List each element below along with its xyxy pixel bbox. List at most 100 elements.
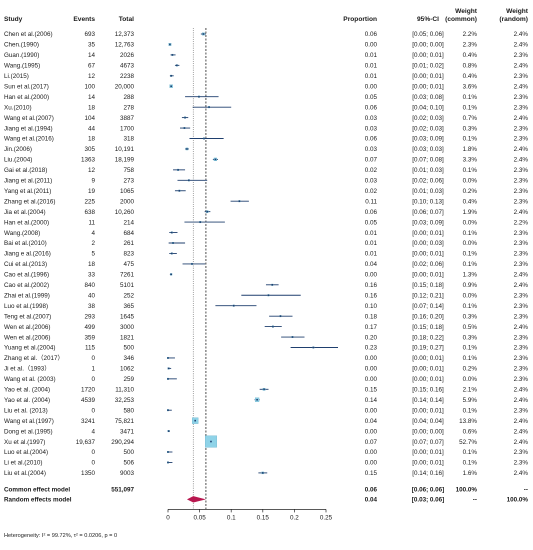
study-ci: [0.00; 0.01] bbox=[412, 73, 444, 80]
random-effects-diamond bbox=[186, 496, 206, 503]
study-ci: [0.14; 0.16] bbox=[412, 470, 444, 477]
study-proportion: 0.16 bbox=[365, 282, 378, 289]
study-name: Zhai et al.(1999) bbox=[4, 292, 50, 299]
study-weight-random: 2.3% bbox=[514, 178, 529, 185]
study-total: 18,199 bbox=[115, 157, 135, 164]
point-estimate bbox=[214, 158, 217, 161]
study-weight-common: 0.4% bbox=[463, 73, 478, 80]
study-name: Ji et al.（1993） bbox=[4, 366, 51, 373]
study-weight-common: 0.1% bbox=[463, 345, 478, 352]
study-total: 1700 bbox=[120, 125, 135, 132]
study-proportion: 0.04 bbox=[365, 261, 378, 268]
study-weight-random: 2.3% bbox=[514, 251, 529, 258]
study-weight-common: 0.0% bbox=[463, 292, 478, 299]
study-weight-common: 3.6% bbox=[463, 83, 478, 90]
study-row: Li et al.(2010) 0 506 0.00 [0.00; 0.01] 0.1% 2… bbox=[4, 460, 528, 467]
study-total: 5101 bbox=[120, 282, 135, 289]
study-row: Jiang et al.(1994) 44 1700 0.03 [0.02; 0.03]… bbox=[4, 125, 528, 132]
study-weight-random: 2.3% bbox=[514, 407, 529, 414]
study-events: 14 bbox=[88, 94, 96, 101]
point-estimate bbox=[176, 64, 178, 67]
study-row: Bai et al.(2010) 2 261 0.01 [0.00; 0.03] 0.0%… bbox=[4, 240, 528, 247]
study-total: 288 bbox=[123, 94, 134, 101]
study-weight-random: 2.3% bbox=[514, 198, 529, 205]
study-name: Chen.(1990) bbox=[4, 42, 39, 49]
study-weight-random: 2.4% bbox=[514, 387, 529, 394]
study-total: 4673 bbox=[120, 63, 135, 70]
study-total: 10,191 bbox=[115, 146, 135, 153]
study-name: Jiang et al.(1994) bbox=[4, 125, 53, 132]
study-name: Xu et al.(1997) bbox=[4, 439, 45, 446]
study-total: 10,260 bbox=[115, 209, 135, 216]
study-proportion: 0.03 bbox=[365, 125, 378, 132]
header-study: Study bbox=[4, 16, 23, 23]
point-estimate bbox=[177, 169, 179, 171]
pooled-weight-random: -- bbox=[524, 487, 528, 494]
study-ci: [0.16; 0.20] bbox=[412, 313, 444, 320]
study-weight-common: 13.8% bbox=[459, 418, 477, 425]
study-events: 38 bbox=[88, 303, 96, 310]
study-weight-random: 2.4% bbox=[514, 63, 529, 70]
point-estimate bbox=[206, 210, 208, 213]
study-weight-random: 2.4% bbox=[514, 397, 529, 404]
study-total: 2000 bbox=[120, 198, 135, 205]
study-total: 1821 bbox=[120, 334, 135, 341]
study-ci: [0.00; 0.01] bbox=[412, 407, 444, 414]
study-row: Wang et al.(2007) 104 3887 0.03 [0.02; 0.03]… bbox=[4, 115, 528, 122]
study-events: 840 bbox=[84, 282, 95, 289]
study-ci: [0.03; 0.09] bbox=[412, 136, 444, 143]
study-name: Wang.(1995) bbox=[4, 63, 40, 70]
study-events: 3241 bbox=[81, 418, 96, 425]
header-total: Total bbox=[119, 16, 134, 23]
study-proportion: 0.00 bbox=[365, 460, 378, 467]
study-events: 0 bbox=[91, 355, 95, 362]
study-weight-random: 2.4% bbox=[514, 428, 529, 435]
study-total: 500 bbox=[123, 449, 134, 456]
study-ci: [0.15; 0.18] bbox=[412, 324, 444, 331]
study-weight-common: 1.9% bbox=[463, 209, 478, 216]
study-name: Jia et al.(2004) bbox=[4, 209, 46, 216]
study-weight-random: 2.3% bbox=[514, 94, 529, 101]
study-name: Sun et al.(2017) bbox=[4, 83, 49, 90]
study-weight-random: 2.3% bbox=[514, 230, 529, 237]
study-ci: [0.02; 0.03] bbox=[412, 115, 444, 122]
study-name: Wen et al.(2006) bbox=[4, 324, 50, 331]
study-total: 32,253 bbox=[115, 397, 135, 404]
study-total: 758 bbox=[123, 167, 134, 174]
study-proportion: 0.03 bbox=[365, 115, 378, 122]
study-proportion: 0.00 bbox=[365, 376, 378, 383]
study-name: Luo et al.(2004) bbox=[4, 449, 48, 456]
study-ci: [0.00; 0.01] bbox=[412, 355, 444, 362]
study-total: 3000 bbox=[120, 324, 135, 331]
study-weight-common: 5.9% bbox=[463, 397, 478, 404]
study-total: 3887 bbox=[120, 115, 135, 122]
study-proportion: 0.02 bbox=[365, 188, 378, 195]
study-proportion: 0.18 bbox=[365, 313, 378, 320]
study-name: Wang et al.(2007) bbox=[4, 115, 54, 122]
study-name: Han et al.(2000) bbox=[4, 219, 49, 226]
study-events: 1350 bbox=[81, 470, 96, 477]
pooled-total: 551,097 bbox=[111, 487, 134, 494]
study-row: Ji et al.（1993） 1 1062 0.00 [0.00; 0.01] 0.2%… bbox=[4, 366, 528, 373]
study-ci: [0.15; 0.18] bbox=[412, 282, 444, 289]
study-proportion: 0.00 bbox=[365, 407, 378, 414]
study-ci: [0.00; 0.01] bbox=[412, 52, 444, 59]
study-events: 40 bbox=[88, 292, 96, 299]
study-proportion: 0.00 bbox=[365, 449, 378, 456]
study-name: Bai et al.(2010) bbox=[4, 240, 47, 247]
study-events: 0 bbox=[91, 449, 95, 456]
study-weight-random: 2.4% bbox=[514, 272, 529, 279]
study-row: Yuang et al.(2004) 115 500 0.23 [0.19; 0.27]… bbox=[4, 345, 528, 352]
study-weight-common: 0.2% bbox=[463, 188, 478, 195]
study-ci: [0.18; 0.22] bbox=[412, 334, 444, 341]
study-row: Cao et al.(1996) 33 7261 0.00 [0.00; 0.01] 1.… bbox=[4, 272, 528, 279]
study-total: 20,000 bbox=[115, 83, 135, 90]
study-weight-random: 2.3% bbox=[514, 125, 529, 132]
study-row: Xu et al.(1997) 19,637 290,294 0.07 [0.07; 0… bbox=[4, 439, 528, 446]
study-weight-random: 2.3% bbox=[514, 355, 529, 362]
point-estimate bbox=[279, 315, 282, 317]
study-weight-random: 2.3% bbox=[514, 240, 529, 247]
study-row: Wang et al. (2003) 0 259 0.00 [0.00; 0.01] 0.… bbox=[4, 376, 528, 383]
study-weight-common: 0.0% bbox=[463, 219, 478, 226]
point-estimate bbox=[172, 242, 174, 244]
